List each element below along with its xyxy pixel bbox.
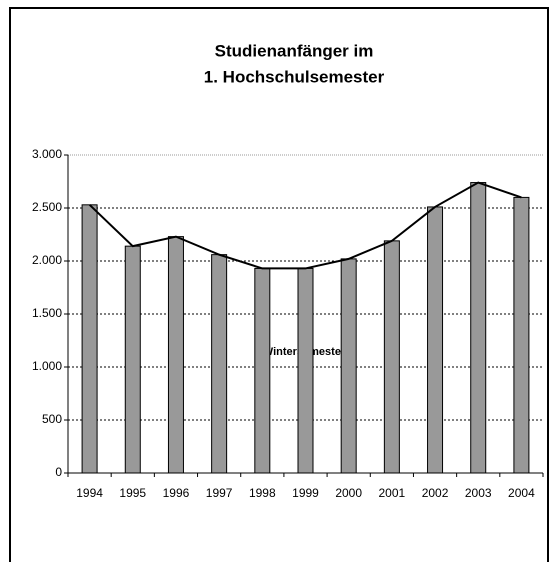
x-tick-label: 1995	[119, 486, 146, 500]
bar	[81, 204, 98, 474]
chart-frame	[9, 7, 549, 562]
y-tick-label: 2.500	[32, 200, 62, 214]
x-tick-label: 1998	[249, 486, 276, 500]
y-tick-label: 500	[42, 412, 62, 426]
x-tick-label: 2003	[465, 486, 492, 500]
y-tick-label: 2.000	[32, 253, 62, 267]
y-tick-label: 3.000	[32, 147, 62, 161]
x-tick-label: 1999	[292, 486, 319, 500]
y-tick-label: 1.000	[32, 359, 62, 373]
bar	[254, 267, 271, 474]
bar	[470, 182, 487, 474]
x-tick-label: 1994	[76, 486, 103, 500]
bar	[211, 254, 228, 474]
bar	[383, 240, 400, 474]
x-tick-label: 2000	[335, 486, 362, 500]
x-tick-label: 2002	[422, 486, 449, 500]
x-tick-label: 2004	[508, 486, 535, 500]
x-tick-label: 1996	[163, 486, 190, 500]
bar	[513, 196, 530, 474]
y-tick-label: 0	[55, 465, 62, 479]
bar	[427, 206, 444, 474]
bar	[124, 245, 141, 474]
x-tick-label: 2001	[379, 486, 406, 500]
y-tick-label: 1.500	[32, 306, 62, 320]
x-tick-label: 1997	[206, 486, 233, 500]
chart-title: 1. Hochschulsemester	[204, 67, 385, 86]
bar	[297, 267, 314, 474]
chart-title: Studienanfänger im	[215, 41, 374, 60]
line	[88, 181, 522, 270]
bar	[340, 258, 357, 474]
bar	[167, 236, 184, 474]
